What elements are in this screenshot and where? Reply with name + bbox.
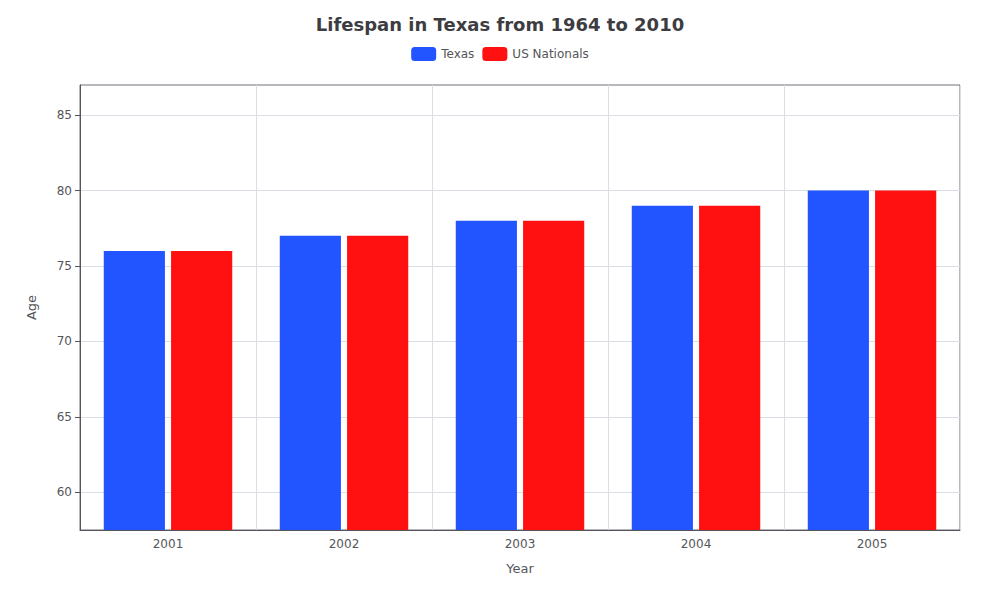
svg-text:75: 75 bbox=[57, 259, 72, 273]
svg-text:Lifespan in Texas from 1964 to: Lifespan in Texas from 1964 to 2010 bbox=[316, 14, 684, 35]
svg-text:2001: 2001 bbox=[153, 537, 184, 551]
svg-text:80: 80 bbox=[57, 184, 72, 198]
svg-text:2002: 2002 bbox=[329, 537, 360, 551]
svg-text:60: 60 bbox=[57, 485, 72, 499]
svg-text:Texas: Texas bbox=[440, 47, 474, 61]
svg-text:2004: 2004 bbox=[681, 537, 712, 551]
svg-text:70: 70 bbox=[57, 334, 72, 348]
svg-text:85: 85 bbox=[57, 108, 72, 122]
svg-text:Age: Age bbox=[24, 295, 39, 320]
svg-text:65: 65 bbox=[57, 410, 72, 424]
svg-text:2005: 2005 bbox=[857, 537, 888, 551]
svg-text:Year: Year bbox=[505, 561, 534, 576]
svg-text:2003: 2003 bbox=[505, 537, 536, 551]
svg-text:US Nationals: US Nationals bbox=[512, 47, 588, 61]
